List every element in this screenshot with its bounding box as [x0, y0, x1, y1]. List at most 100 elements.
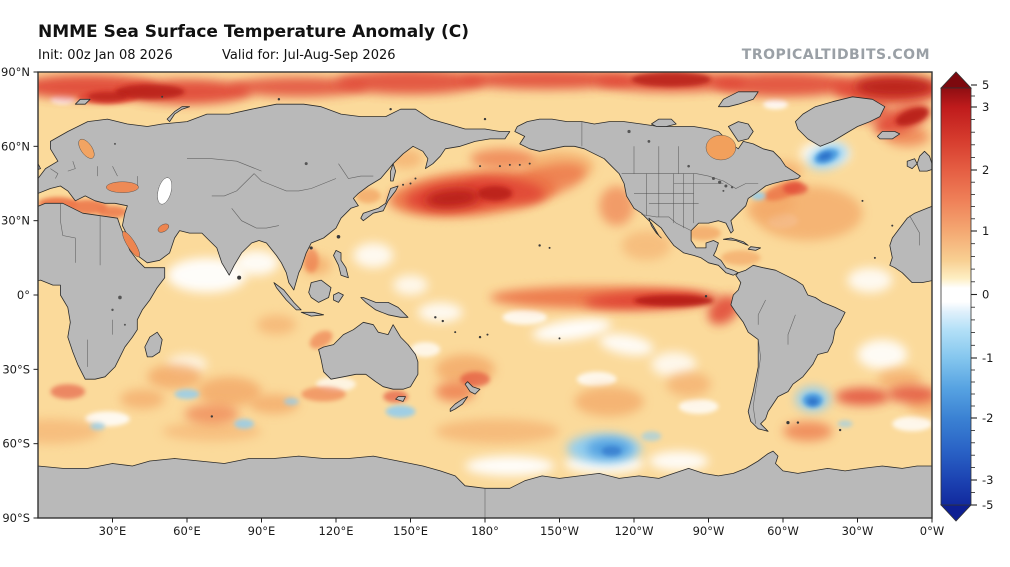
landmass-iceland: [0, 132, 6, 139]
anomaly-region-warm: [256, 314, 297, 335]
border-line: [112, 166, 118, 177]
colorbar-arrow-bottom: [940, 504, 972, 522]
landmass-iceland: [877, 131, 901, 140]
landmass-antarctica: [38, 450, 932, 518]
colorbar-tick-label: -5: [982, 498, 993, 512]
anomaly-region-white: [410, 342, 441, 357]
lon-tick-label: 30°E: [99, 524, 127, 538]
island-dot: [861, 199, 864, 202]
landmass-africa: [38, 202, 166, 380]
anomaly-region-white: [576, 371, 617, 387]
border-line: [67, 161, 76, 172]
map-plot-area: [0, 72, 1010, 518]
landmass-philippines: [333, 250, 349, 279]
island-dot: [486, 333, 489, 336]
island-dot: [434, 316, 437, 319]
island-dot: [441, 319, 444, 323]
lake-baltic-sea: [78, 138, 95, 159]
landmass-south-america: [730, 264, 846, 432]
island-dot: [873, 256, 876, 259]
anomaly-region-hot: [184, 404, 240, 424]
anomaly-region-core: [87, 91, 128, 102]
island-dot: [796, 421, 800, 424]
island-dot: [558, 337, 561, 340]
border-line: [231, 208, 279, 229]
landmass-hispaniola: [747, 246, 761, 251]
anomaly-region-core: [114, 84, 185, 100]
anomaly-region-deep: [807, 397, 819, 406]
island-dot: [479, 165, 482, 168]
anomaly-region-warm: [147, 364, 202, 390]
landmass-victoria-island: [651, 118, 677, 127]
anomaly-region-red: [336, 72, 485, 95]
valid-time-label: Valid for: Jul-Aug-Sep 2026: [222, 48, 396, 63]
island-dot: [704, 295, 708, 298]
lake-persian-gulf: [157, 223, 170, 233]
colorbar-arrow-top: [940, 71, 972, 89]
anomaly-region-cool: [90, 422, 106, 431]
lon-tick-label: 90°E: [248, 524, 276, 538]
border-line: [211, 173, 255, 197]
island-dot: [336, 234, 341, 239]
anomaly-region-deep: [818, 152, 832, 161]
anomaly-region-white: [417, 302, 463, 323]
lake-dot: [627, 129, 631, 134]
lake-dot: [647, 139, 651, 143]
island-dot: [498, 165, 501, 168]
island-dot: [838, 428, 842, 432]
landmass-nz-north: [464, 381, 481, 395]
anomaly-region-hot: [309, 330, 333, 349]
island-dot: [389, 107, 392, 111]
landmass-madagascar: [144, 331, 163, 358]
anomaly-region-core: [631, 72, 711, 87]
anomaly-region-warm: [196, 376, 262, 407]
landmass-java: [300, 311, 324, 317]
colorbar-tick-label: -3: [982, 473, 993, 487]
anomaly-region-warm: [720, 250, 761, 266]
landmass-tasmania: [395, 396, 406, 402]
landmass-borneo: [308, 279, 332, 303]
anomaly-region-warm: [666, 371, 711, 397]
lon-tick-label: 180°: [471, 524, 499, 538]
colorbar-tick-label: 5: [982, 78, 989, 92]
anomaly-region-white: [651, 351, 697, 377]
lake-black-sea: [106, 181, 139, 193]
anomaly-region-core: [425, 189, 480, 208]
anomaly-region-core: [895, 107, 929, 126]
anomaly-region-white: [502, 309, 548, 325]
landmass-africa: [889, 205, 932, 283]
border-line: [338, 163, 374, 179]
lake-dot: [111, 308, 114, 312]
anomaly-region-red: [835, 387, 890, 406]
anomaly-region-white: [763, 99, 788, 110]
axes: 30°E 60°E 90°E 120°E 150°E 180° 150°W 120°W 90°W…: [1, 65, 944, 538]
anomaly-region-warm: [877, 369, 923, 390]
anomaly-region-white: [847, 267, 893, 293]
anomaly-region-core: [855, 76, 932, 97]
landmass-eurasia: [38, 103, 511, 291]
colorbar-tick-label: 2: [982, 163, 989, 177]
border-line: [909, 215, 920, 246]
island-dot: [210, 415, 214, 418]
lake-dot: [123, 323, 126, 326]
lat-tick-label: 30°S: [2, 362, 30, 376]
anomaly-region-hot: [97, 205, 128, 219]
landmass-ireland: [13, 159, 23, 169]
anomaly-region-white: [465, 456, 555, 476]
anomaly-region-white: [532, 318, 612, 341]
border-line: [1007, 166, 1010, 176]
landmass-sumatra: [273, 282, 302, 311]
anomaly-region-red: [460, 72, 634, 90]
landmass-ellesmere: [718, 91, 759, 108]
landmass-nz-south: [449, 396, 468, 412]
anomaly-region-core: [634, 295, 714, 307]
island-dot: [528, 162, 531, 165]
lake-dot: [118, 295, 122, 300]
anomaly-region-warm: [435, 418, 560, 444]
lake-dot: [730, 186, 734, 189]
anomaly-region-red: [229, 76, 369, 97]
lake-dot: [724, 184, 728, 188]
colorbar-tick-label: 1: [982, 224, 989, 238]
island-dot: [548, 246, 551, 249]
